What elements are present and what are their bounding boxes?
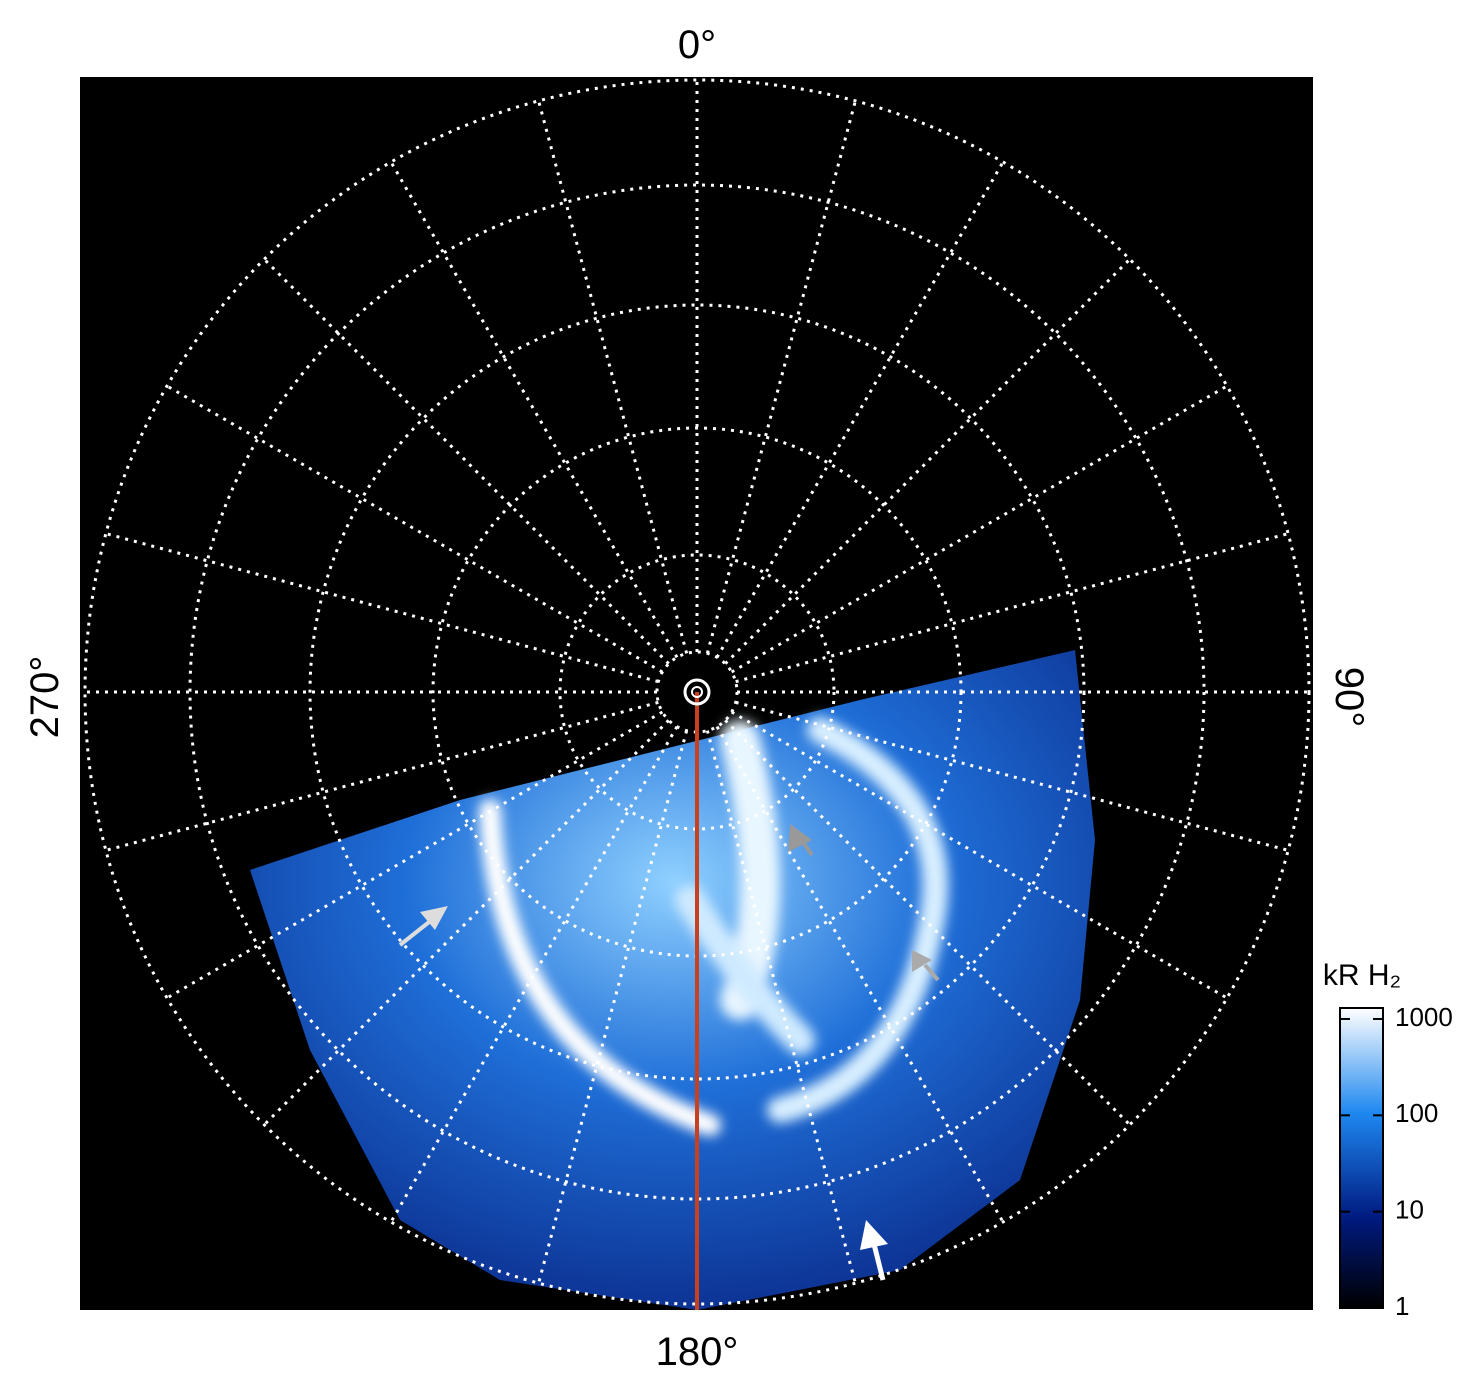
arrows	[398, 824, 940, 1281]
latitude-ring	[558, 553, 836, 831]
emission-region	[250, 650, 1095, 1310]
pole-marker	[691, 686, 703, 698]
bright-ovals	[479, 717, 949, 1136]
colorbar-tick-label: 1	[1395, 1291, 1409, 1321]
colorbar-label: kR H₂	[1323, 959, 1401, 992]
colorbar-tick-label: 100	[1395, 1098, 1438, 1128]
pole-marker	[683, 678, 711, 706]
latitude-ring	[308, 303, 1086, 1081]
latitude-ring	[188, 183, 1206, 1201]
colorbar-tick-label: 1000	[1395, 1002, 1453, 1032]
azimuth-label: 90°	[1327, 667, 1371, 728]
latitude-ring	[83, 78, 1311, 1306]
polar-grid	[83, 78, 1311, 1306]
azimuth-label: 180°	[656, 1330, 739, 1374]
colorbar-tick-label: 10	[1395, 1195, 1424, 1225]
azimuth-label: 0°	[678, 23, 716, 67]
aurora-image	[250, 650, 1095, 1310]
azimuth-label: 270°	[23, 656, 67, 739]
colorbar	[1339, 1007, 1384, 1309]
